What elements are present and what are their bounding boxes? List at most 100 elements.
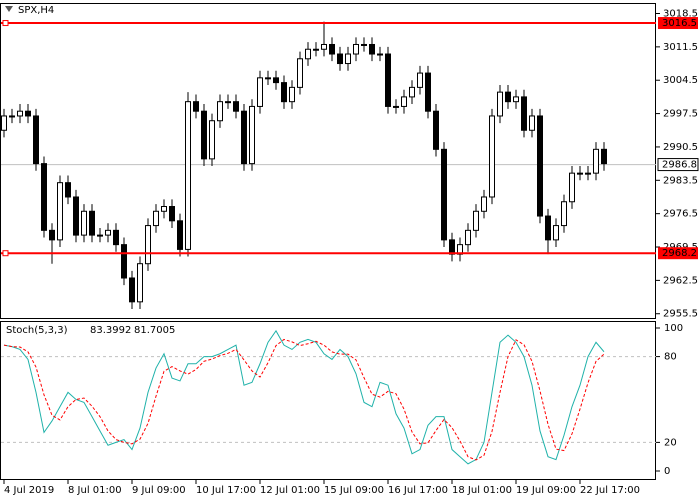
candle-body xyxy=(393,105,399,108)
level-label-box xyxy=(658,17,698,30)
candle-body xyxy=(481,196,487,212)
candle-body xyxy=(89,210,95,236)
indicator-title: Stoch(5,3,3) xyxy=(6,325,68,336)
x-tick-label: 16 Jul 17:00 xyxy=(388,485,448,496)
chart-title: SPX,H4 xyxy=(18,5,54,16)
candle-body xyxy=(545,215,551,241)
candle-body xyxy=(497,91,503,117)
candle-body xyxy=(33,115,39,165)
candle-body xyxy=(401,96,407,107)
candle-body xyxy=(129,277,135,303)
candle-body xyxy=(329,43,335,55)
candle-body xyxy=(169,206,175,222)
candle-body xyxy=(297,58,303,88)
candle-body xyxy=(353,43,359,55)
y-tick-label: 2962.5 xyxy=(663,275,698,286)
last-price-box xyxy=(657,158,699,172)
level-label-box xyxy=(658,247,698,260)
candle-body xyxy=(161,206,167,212)
x-tick-label: 18 Jul 01:00 xyxy=(452,485,512,496)
candle-body xyxy=(537,115,543,217)
candle-body xyxy=(425,72,431,112)
level-handle xyxy=(2,20,9,27)
stoch-line xyxy=(3,329,605,465)
x-tick-label: 22 Jul 17:00 xyxy=(580,485,640,496)
candle-body xyxy=(569,172,575,203)
candle-body xyxy=(409,86,415,98)
candle-body xyxy=(417,72,423,88)
candle-body xyxy=(17,110,23,117)
candle-body xyxy=(185,101,191,250)
candle-body xyxy=(433,110,439,150)
candle-body xyxy=(529,115,535,131)
y-tick-label: 3004.5 xyxy=(663,75,698,86)
candle-body xyxy=(233,101,239,112)
y-tick-label: 80 xyxy=(664,352,677,363)
y-tick-label: 3011.5 xyxy=(663,42,698,53)
candle-body xyxy=(137,263,143,303)
candle-body xyxy=(241,110,247,165)
candle-body xyxy=(601,148,607,165)
candle-body xyxy=(41,163,47,231)
candle-body xyxy=(153,210,159,227)
candle-body xyxy=(489,115,495,198)
candle-body xyxy=(217,101,223,122)
candle-body xyxy=(337,53,343,65)
last-price-label: 2986.8 xyxy=(662,160,697,171)
candle-body xyxy=(385,53,391,107)
candle-body xyxy=(209,120,215,160)
candle-body xyxy=(577,172,583,175)
candle-body xyxy=(177,220,183,250)
candle-body xyxy=(145,225,151,265)
y-tick-label: 100 xyxy=(664,323,683,334)
y-tick-label: 2955.5 xyxy=(663,309,698,320)
candle-body xyxy=(505,91,511,103)
candle-body xyxy=(201,110,207,160)
level-label: 2968.2 xyxy=(662,248,697,259)
x-tick-label: 9 Jul 09:00 xyxy=(132,485,186,496)
candle-body xyxy=(257,77,263,107)
level-handle xyxy=(2,250,9,257)
candle-body xyxy=(121,244,127,279)
candle-body xyxy=(49,229,55,241)
stoch-pane xyxy=(0,321,656,480)
candle-body xyxy=(1,115,7,131)
candle-body xyxy=(105,229,111,236)
candle-body xyxy=(193,101,199,112)
candle-body xyxy=(97,234,103,237)
candle-body xyxy=(593,148,599,174)
indicator-d-value: 81.7005 xyxy=(134,325,175,336)
candle-body xyxy=(561,201,567,227)
candle-body xyxy=(321,43,327,50)
price-pane xyxy=(0,3,656,319)
y-tick-label: 2997.5 xyxy=(663,109,698,120)
candle-body xyxy=(521,96,527,131)
y-tick-label: 2983.5 xyxy=(663,175,698,186)
candle-body xyxy=(289,86,295,103)
candle-body xyxy=(465,229,471,246)
candle-body xyxy=(513,96,519,103)
candle-body xyxy=(305,48,311,60)
candle-body xyxy=(473,210,479,231)
x-tick-label: 19 Jul 09:00 xyxy=(516,485,576,496)
indicator-k-value: 83.3992 xyxy=(90,325,131,336)
x-tick-label: 4 Jul 2019 xyxy=(4,485,54,496)
candle-body xyxy=(113,229,119,246)
candle-body xyxy=(225,101,231,104)
candle-body xyxy=(345,53,351,65)
symbol-icon xyxy=(5,6,13,12)
level-label: 3016.5 xyxy=(662,18,697,29)
y-tick-label: 2990.5 xyxy=(663,142,698,153)
candle-body xyxy=(265,77,271,80)
candle-body xyxy=(25,110,31,117)
y-tick-label: 3018.5 xyxy=(663,9,698,20)
candle-body xyxy=(313,48,319,51)
candle-body xyxy=(441,148,447,241)
candle-body xyxy=(361,43,367,46)
x-tick-label: 10 Jul 17:00 xyxy=(196,485,256,496)
candle-body xyxy=(449,239,455,255)
candle-body xyxy=(273,77,279,84)
candle-body xyxy=(57,182,63,241)
